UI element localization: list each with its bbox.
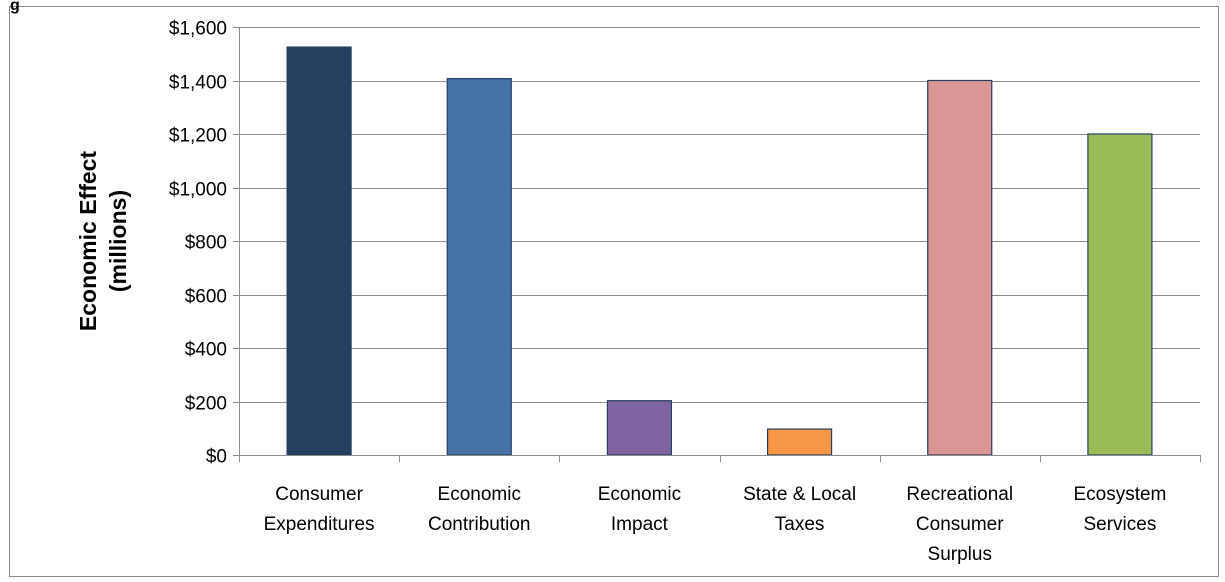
y-tick-label: $1,000	[169, 180, 227, 201]
corner-text: g	[10, 0, 20, 14]
y-tick-label: $0	[206, 447, 227, 468]
y-tick-label: $1,400	[169, 73, 227, 94]
bar	[766, 428, 833, 456]
bar	[446, 78, 512, 456]
axes	[233, 27, 1201, 462]
x-category-labels: Consumer Expenditures Economic Contribution…	[264, 484, 1167, 565]
chart-frame: g	[9, 0, 1219, 577]
y-tick-labels: $0 $200 $400 $600 $800 $1,000 $1,200 $1,400 $1,6…	[169, 19, 227, 468]
y-tick-label: $200	[185, 394, 227, 415]
bar	[927, 79, 993, 456]
x-category-label: Ecosystem Services	[1073, 484, 1166, 535]
x-category-label: Economic Impact	[598, 484, 681, 535]
x-category-label: State & Local Taxes	[743, 484, 856, 535]
y-axis-title: Economic Effect (millions)	[75, 151, 131, 332]
y-tick-label: $600	[185, 287, 227, 308]
x-category-label: Recreational Consumer Surplus	[906, 484, 1013, 565]
y-tick-label: $1,200	[169, 126, 227, 147]
bar	[286, 46, 352, 456]
gridlines	[239, 27, 1200, 403]
bar	[606, 400, 673, 456]
x-category-label: Consumer Expenditures	[264, 484, 375, 535]
y-tick-label: $1,600	[169, 19, 227, 40]
y-axis-label: Economic Effect (millions)	[75, 151, 131, 332]
bar	[1087, 133, 1153, 456]
bars	[286, 46, 1153, 456]
y-tick-label: $400	[185, 340, 227, 361]
x-category-label: Economic Contribution	[428, 484, 530, 535]
y-tick-label: $800	[185, 233, 227, 254]
